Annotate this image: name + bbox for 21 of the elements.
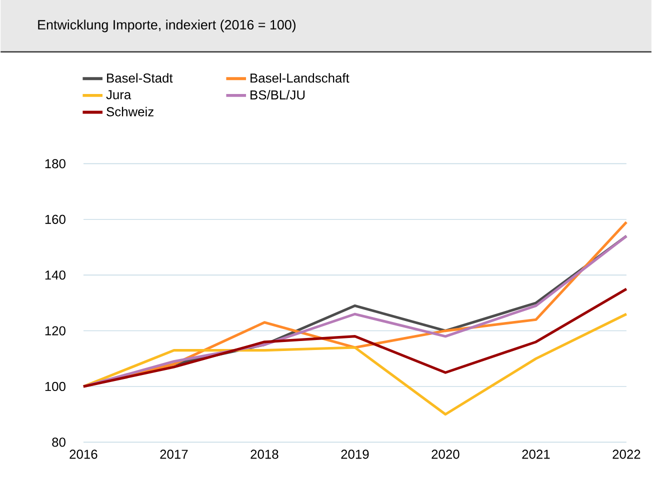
x-tick-label: 2018 <box>250 450 278 459</box>
y-tick-label: 180 <box>45 159 66 168</box>
x-tick-label: 2016 <box>70 450 98 459</box>
y-tick-label: 80 <box>52 438 66 447</box>
legend-label: Schweiz <box>106 106 154 116</box>
chart-title: Entwicklung Importe, indexiert (2016 = 100) <box>38 20 296 32</box>
y-tick-label: 100 <box>45 382 66 392</box>
x-tick-label: 2019 <box>341 450 369 459</box>
line-series <box>82 288 628 388</box>
legend-label: Basel-Stadt <box>107 73 173 83</box>
x-tick-label: 2020 <box>432 450 460 459</box>
legend-label: BS/BL/JU <box>250 90 305 100</box>
x-tick-label: 2021 <box>522 450 550 459</box>
y-tick-label: 120 <box>45 326 66 336</box>
x-tick-label: 2017 <box>160 450 188 459</box>
y-tick-label: 160 <box>45 214 66 224</box>
legend-label: Basel-Landschaft <box>250 73 350 83</box>
x-tick-label: 2022 <box>612 450 640 459</box>
y-tick-label: 140 <box>45 270 66 280</box>
legend-label: Jura <box>106 90 132 100</box>
line-series <box>82 312 628 416</box>
